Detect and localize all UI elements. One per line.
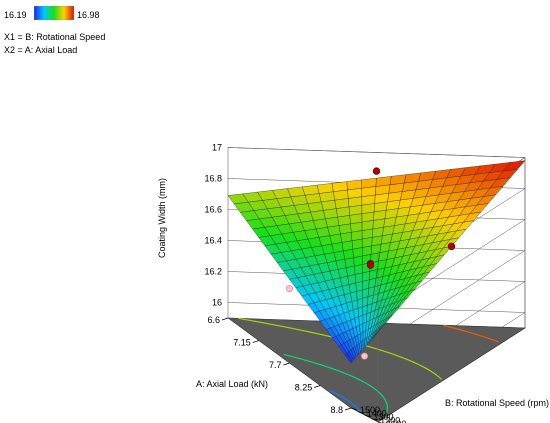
z-tick-label: 16.4 xyxy=(204,236,222,246)
design-point-above xyxy=(447,242,456,251)
y-tick-label: 8.8 xyxy=(330,405,343,415)
x-tick xyxy=(350,407,358,411)
design-point-above xyxy=(366,261,375,269)
floor-contour xyxy=(283,353,389,418)
colorbar-min-label: 16.19 xyxy=(4,10,27,20)
z-tick-label: 16 xyxy=(212,298,222,308)
x-tick-label: 1500 xyxy=(360,405,380,415)
x-tick xyxy=(357,411,364,414)
design-point-below xyxy=(285,285,293,293)
x-tick-label: 1100 xyxy=(387,419,406,423)
z-tick-label: 16.8 xyxy=(204,174,222,184)
factor-x1-label: X1 = B: Rotational Speed xyxy=(4,32,106,42)
design-point-above xyxy=(372,167,381,175)
floor-contour xyxy=(328,389,362,414)
colorbar xyxy=(34,6,74,20)
y-tick xyxy=(283,362,290,366)
z-axis-title: Coating Width (mm) xyxy=(157,178,167,258)
y-tick xyxy=(314,385,321,388)
y-tick xyxy=(221,317,229,321)
surface-cell xyxy=(348,282,357,294)
y-tick xyxy=(252,340,259,343)
x-tick xyxy=(364,414,371,418)
colorbar-max-label: 16.98 xyxy=(77,10,100,20)
floor-contour xyxy=(238,317,442,380)
surface-cell xyxy=(358,315,364,326)
design-point-below xyxy=(360,352,368,360)
floor-contour xyxy=(442,324,499,343)
y-tick xyxy=(344,407,352,411)
surface-cell xyxy=(357,306,364,318)
z-tick-label: 16.2 xyxy=(204,267,222,277)
y-tick-label: 8.25 xyxy=(295,383,313,393)
x-tick xyxy=(371,418,378,421)
x-axis-title: B: Rotational Speed (rpm) xyxy=(445,398,549,408)
surface-cell xyxy=(347,274,356,285)
y-tick-label: 6.6 xyxy=(207,315,220,325)
x-tick-label: 1200 xyxy=(380,416,400,423)
surface-cell xyxy=(376,323,386,334)
x-tick-label: 1400 xyxy=(367,409,387,419)
y-tick-label: 7.7 xyxy=(269,360,282,370)
x-tick xyxy=(377,421,383,423)
y-axis-title: A: Axial Load (kN) xyxy=(196,379,268,389)
surface-cell xyxy=(359,323,364,335)
z-tick-label: 16.6 xyxy=(204,205,222,215)
surface-cell xyxy=(357,298,363,309)
factor-x2-label: X2 = A: Axial Load xyxy=(4,45,78,55)
x-tick-label: 1300 xyxy=(374,412,394,422)
z-tick-label: 17 xyxy=(212,143,222,153)
surface-cell xyxy=(350,291,358,302)
y-tick-label: 7.15 xyxy=(233,338,251,348)
